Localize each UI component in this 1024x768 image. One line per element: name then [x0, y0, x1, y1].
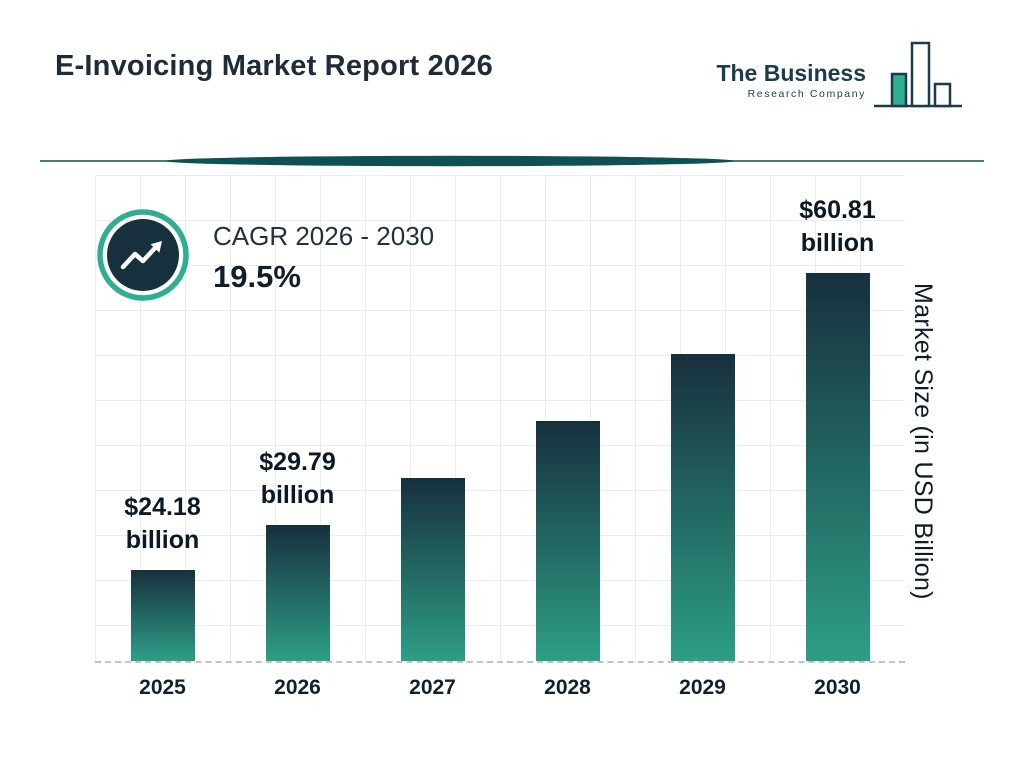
logo-bar-chart-icon	[872, 38, 964, 123]
bar-column: $24.18 billion	[95, 491, 230, 661]
logo-company-name: The Business	[716, 59, 866, 86]
bar-2025	[130, 570, 195, 661]
bar-column	[365, 478, 500, 661]
bar-value-label: $29.79 billion	[259, 446, 335, 511]
cagr-text: CAGR 2026 - 2030 19.5%	[213, 221, 434, 295]
bar-value-amount: $60.81	[799, 196, 876, 224]
x-tick-label: 2029	[679, 676, 726, 699]
bar-value-amount: $24.18	[124, 493, 201, 521]
cagr-badge: CAGR 2026 - 2030 19.5%	[95, 207, 434, 308]
page-title: E-Invoicing Market Report 2026	[55, 50, 493, 82]
chart-plot-area: $24.18 billion $29.79 billion $60.81 billion	[95, 175, 905, 663]
x-tick-label: 2028	[544, 676, 591, 699]
bar-column	[500, 421, 635, 661]
bar-2029	[670, 354, 735, 661]
y-axis-label: Market Size (in USD Billion)	[909, 283, 937, 600]
cagr-value: 19.5%	[213, 258, 301, 294]
logo: The Business Research Company	[716, 38, 964, 123]
bar-value-unit: billion	[260, 480, 335, 509]
x-tick-label: 2030	[814, 676, 861, 699]
bar-column: $60.81 billion	[770, 194, 905, 661]
bar-value-unit: billion	[125, 525, 200, 554]
bar-value-amount: $29.79	[259, 448, 336, 476]
x-ticks: 2025 2026 2027 2028 2029 2030	[95, 676, 905, 700]
bar-column	[635, 354, 770, 661]
bar-value-unit: billion	[800, 228, 875, 257]
bar-2028	[535, 421, 600, 661]
trend-arrow-icon	[95, 207, 191, 308]
bar-value-label: $24.18 billion	[124, 491, 200, 556]
x-tick-label: 2025	[139, 676, 186, 699]
divider-line	[40, 155, 984, 167]
bar-column: $29.79 billion	[230, 446, 365, 661]
logo-company-subtitle: Research Company	[747, 88, 866, 101]
x-tick-label: 2027	[409, 676, 456, 699]
bar-2030	[805, 273, 870, 661]
bar-2026	[265, 525, 330, 661]
bar-2027	[400, 478, 465, 661]
bars: $24.18 billion $29.79 billion $60.81 billion	[95, 175, 905, 661]
x-tick-label: 2026	[274, 676, 321, 699]
logo-text: The Business Research Company	[716, 59, 866, 101]
bar-value-label: $60.81 billion	[799, 194, 875, 259]
cagr-label: CAGR 2026 - 2030	[213, 220, 435, 251]
